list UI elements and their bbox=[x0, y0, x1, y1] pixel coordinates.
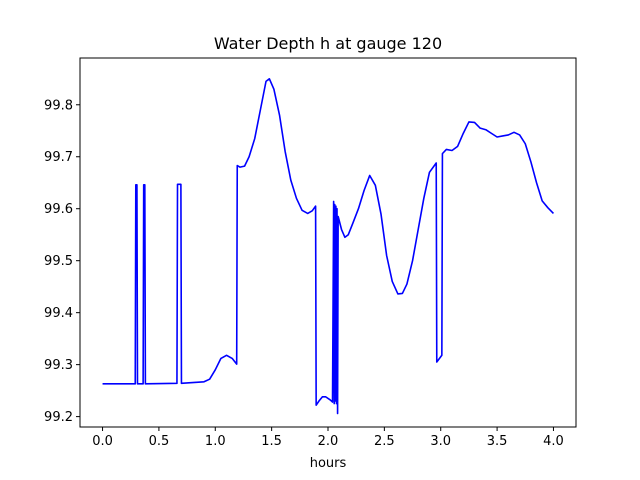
y-tick-label: 99.6 bbox=[44, 202, 73, 217]
data-layer bbox=[102, 77, 555, 415]
y-tick-label: 99.2 bbox=[44, 410, 73, 425]
x-axis-label: hours bbox=[310, 456, 347, 471]
y-tick-label: 99.7 bbox=[44, 150, 73, 165]
chart-title: Water Depth h at gauge 120 bbox=[214, 34, 442, 53]
x-tick-label: 2.5 bbox=[374, 434, 395, 449]
x-tick-label: 4.0 bbox=[543, 434, 564, 449]
x-tick-label: 3.0 bbox=[430, 434, 451, 449]
x-tick-label: 1.0 bbox=[205, 434, 226, 449]
x-tick-label: 2.0 bbox=[318, 434, 339, 449]
y-tick-label: 99.8 bbox=[44, 98, 73, 113]
y-tick-label: 99.5 bbox=[44, 254, 73, 269]
x-tick-label: 3.5 bbox=[487, 434, 508, 449]
y-tick-label: 99.4 bbox=[44, 306, 73, 321]
x-tick-label: 0.0 bbox=[92, 434, 113, 449]
y-axis: 99.2 99.3 99.4 99.5 99.6 99.7 99.8 bbox=[44, 98, 80, 425]
y-tick-label: 99.3 bbox=[44, 358, 73, 373]
x-axis: 0.0 0.5 1.0 1.5 2.0 2.5 3.0 3.5 4.0 bbox=[92, 427, 564, 449]
x-tick-label: 1.5 bbox=[261, 434, 282, 449]
x-tick-label: 0.5 bbox=[149, 434, 170, 449]
series-line-0 bbox=[102, 77, 555, 415]
